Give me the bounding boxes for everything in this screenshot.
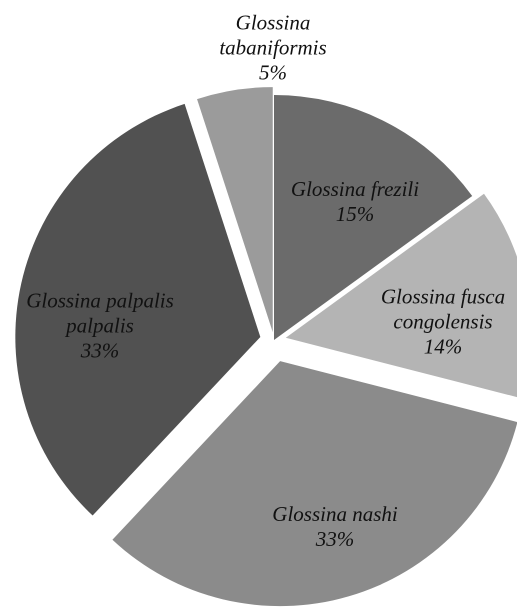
pie-slice	[285, 193, 517, 398]
pie-slice	[112, 361, 517, 607]
slice-label: Glossina frezili 15%	[255, 177, 455, 227]
percent-label: 33%	[315, 527, 355, 551]
category-name: Glossina fusca congolensis	[380, 284, 506, 334]
percent-label: 33%	[80, 338, 120, 363]
category-name: Glossina tabaniformis	[219, 10, 327, 60]
percent-label: 5%	[259, 60, 287, 85]
pie-slice	[15, 103, 261, 516]
category-name: Glossina frezili	[290, 177, 420, 201]
slice-label: Glossina fusca congolensis 14%	[363, 285, 517, 360]
slice-label: Glossina tabaniformis 5%	[208, 11, 338, 86]
percent-label: 14%	[423, 334, 463, 359]
pie-slice	[197, 87, 273, 333]
pie-slice	[274, 95, 473, 340]
slice-label: Glossina palpalis palpalis 33%	[10, 289, 190, 364]
category-name: Glossina palpalis palpalis	[26, 288, 174, 338]
slice-label: Glossina nashi 33%	[235, 502, 435, 552]
category-name: Glossina nashi	[272, 502, 398, 526]
percent-label: 15%	[335, 202, 375, 226]
